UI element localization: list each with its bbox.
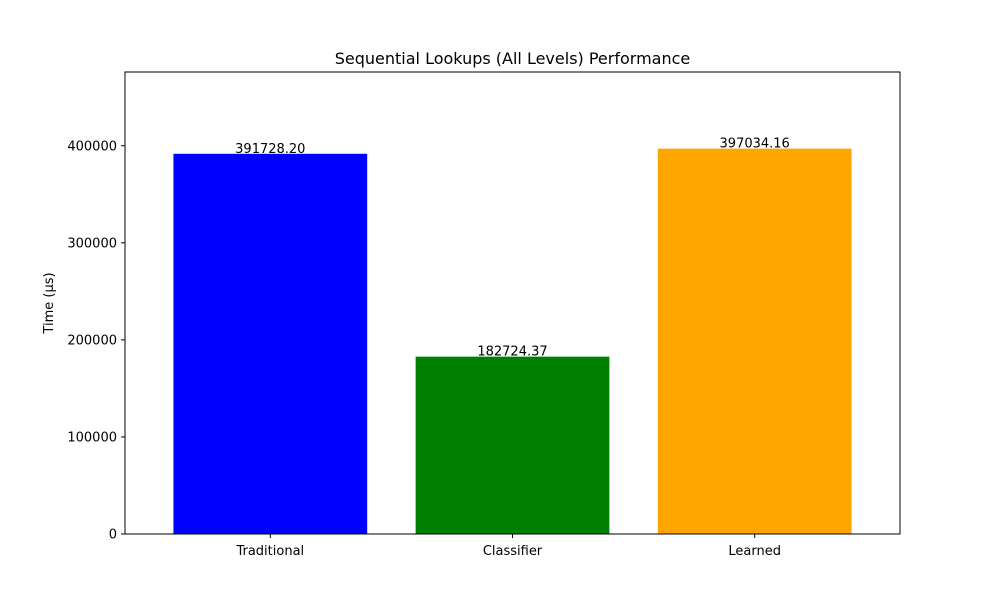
plot-area-frame	[124, 71, 901, 535]
data-label-traditional: 391728.20	[235, 142, 305, 157]
x-tick-label: Classifier	[483, 544, 543, 559]
y-tick-label: 200000	[67, 333, 117, 348]
data-label-learned: 397034.16	[720, 137, 790, 152]
chart-title: Sequential Lookups (All Levels) Performa…	[335, 49, 691, 68]
bar-traditional	[173, 153, 368, 534]
data-label-classifier: 182724.37	[477, 345, 547, 360]
y-tick-label: 0	[109, 528, 117, 543]
bars-layer: 391728.20 182724.37 397034.16	[173, 137, 852, 534]
x-tick-label: Traditional	[235, 544, 304, 559]
bar-classifier	[415, 356, 610, 534]
y-axis-ticks: 0 100000 200000 300000 400000	[67, 139, 125, 543]
y-tick-label: 300000	[67, 236, 117, 251]
y-tick-label: 400000	[67, 139, 117, 154]
bar-learned	[657, 148, 852, 534]
y-axis-label: Time (µs)	[42, 272, 57, 334]
x-axis-ticks: Traditional Classifier Learned	[235, 534, 781, 559]
y-tick-label: 100000	[67, 430, 117, 445]
x-tick-label: Learned	[728, 544, 781, 559]
